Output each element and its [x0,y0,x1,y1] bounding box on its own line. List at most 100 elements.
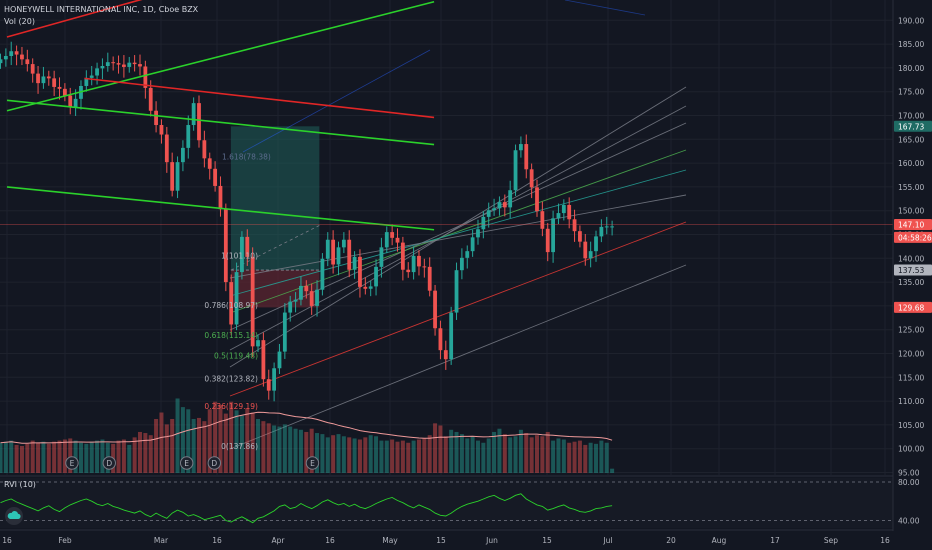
candle [293,292,298,313]
candle [604,216,609,235]
candle [384,226,389,254]
candle [191,97,196,131]
volume-bar [245,408,250,473]
volume-bar [266,423,271,473]
volume-bar [186,409,191,473]
candle-body [465,251,470,258]
candle-body [234,272,239,325]
volume-bar [384,440,389,473]
candle [36,65,40,94]
candle [331,230,336,274]
candle [100,58,105,80]
candle [116,55,121,74]
candle-body [197,103,201,141]
last-price-badge[interactable]: 147.10 [894,219,932,231]
candle-body [529,169,534,188]
red-trendline[interactable] [84,77,435,119]
candle-body [277,351,282,369]
fib-extension-line[interactable] [564,0,646,16]
candle-body [438,328,443,351]
green-trendline[interactable] [6,186,435,231]
fib-channel-line[interactable] [229,86,687,368]
volume-bar [604,442,609,473]
volume-bar [535,435,539,473]
price-tick-label: 150.00 [898,207,924,216]
green-trendline[interactable] [6,0,435,112]
fib-channel-line[interactable] [229,105,687,351]
event-marker-e[interactable]: E [65,456,79,470]
time-tick-label: Mar [154,536,169,545]
candle-body [304,285,309,292]
volume-bar [143,433,148,473]
countdown-badge[interactable]: 04:58:26 [894,231,932,243]
take-profit-badge[interactable]: 167.73 [894,120,932,132]
fib-level-label: 0.5(119.48) [214,351,258,360]
volume-bar [25,443,30,473]
volume-bar [164,424,169,473]
time-axis[interactable]: 16 Feb Mar 16 Apr 16 May 15 Jun 15 Jul 20 Aug 17 Sep 16 [0,531,932,550]
candle-body [374,266,378,287]
fib-channel-line[interactable] [229,264,687,450]
volume-bar [137,431,142,473]
volume-bar [218,404,223,473]
red-trendline[interactable] [6,0,152,38]
time-tick-label: Aug [712,536,727,545]
volume-bar [508,437,513,473]
event-marker-d[interactable]: D [207,456,222,470]
volume-bar [148,435,153,473]
candle-body [105,62,110,66]
candle [14,45,19,66]
candle-body [358,256,362,287]
candle [3,48,8,67]
event-marker-e[interactable]: E [305,456,320,470]
volume-bar [545,431,550,473]
candle [567,197,572,229]
candle [583,234,588,266]
candle [524,134,529,179]
candle [427,257,432,297]
volume-bar [341,436,346,473]
fib-channel-line[interactable] [229,194,687,279]
candle [299,276,303,306]
stop-loss-badge[interactable]: 129.68 [894,301,932,313]
candle-body [282,312,287,352]
candle [315,280,319,317]
fib-channel-line[interactable] [229,169,687,297]
green-trendline[interactable] [6,99,435,146]
fib-extension-line[interactable] [242,49,431,153]
candle [320,253,325,296]
candle [9,41,14,66]
price-tick-label: 95.00 [898,469,920,478]
volume-bar [202,421,207,473]
candle-body [449,312,454,360]
candle [84,70,89,92]
event-marker-d[interactable]: D [102,456,116,470]
event-circle [179,456,194,470]
take-profit-badge-text: 167.73 [898,122,924,131]
candle [207,152,212,180]
candle-body [3,56,8,60]
price-axis[interactable]: 190.00 185.00 180.00 175.00 170.00 165.00 160.… [892,0,932,550]
entry-price-badge[interactable]: 137.53 [894,264,932,276]
volume-bar [100,439,105,473]
candle [449,306,454,365]
candle [202,130,207,168]
candle-body [417,255,421,267]
event-marker-e[interactable]: E [179,456,194,470]
candle [599,219,604,243]
candle-body [138,64,142,67]
take-profit-zone[interactable] [230,126,320,271]
candle [395,228,400,252]
candle-body [175,162,180,191]
candle [68,87,73,115]
candle-body [336,247,341,265]
candle [111,56,116,71]
volume-bar [400,440,405,473]
candle-body [73,98,78,107]
candle-body [84,77,89,86]
volume-bar [336,434,341,473]
tradingview-logo[interactable] [5,507,23,525]
candle-body [266,379,271,391]
